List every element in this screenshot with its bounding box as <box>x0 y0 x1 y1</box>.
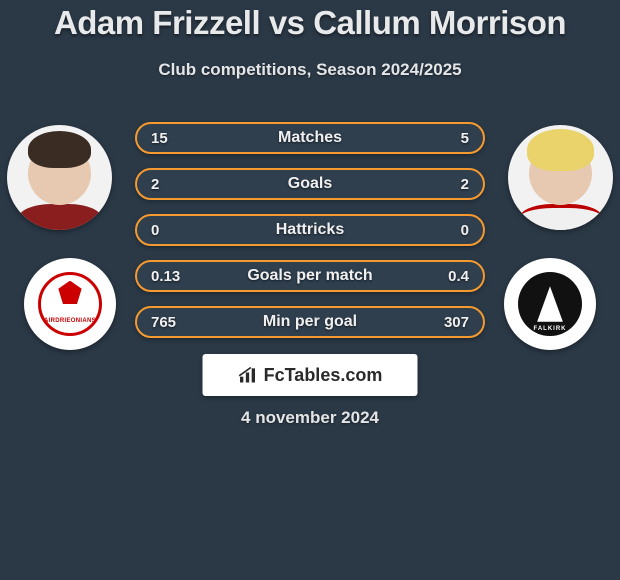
player-left-avatar <box>7 125 112 230</box>
club-right-name: FALKIRK <box>518 326 582 332</box>
stat-label: Matches <box>137 129 483 147</box>
stat-left-value: 15 <box>151 130 168 147</box>
stat-right-value: 2 <box>461 176 469 193</box>
stat-right-value: 0 <box>461 222 469 239</box>
stat-row: 15 Matches 5 <box>135 122 485 154</box>
brand-badge: FcTables.com <box>203 354 418 396</box>
stat-row: 765 Min per goal 307 <box>135 306 485 338</box>
stat-label: Goals <box>137 175 483 193</box>
stat-right-value: 5 <box>461 130 469 147</box>
club-left-name: AIRDRIEONIANS <box>41 318 99 324</box>
player-right-avatar <box>508 125 613 230</box>
chart-icon <box>238 365 258 385</box>
subtitle: Club competitions, Season 2024/2025 <box>0 60 620 80</box>
stat-row: 0.13 Goals per match 0.4 <box>135 260 485 292</box>
stat-label: Goals per match <box>137 267 483 285</box>
stat-label: Hattricks <box>137 221 483 239</box>
club-right-crest: FALKIRK <box>504 258 596 350</box>
stat-left-value: 765 <box>151 314 176 331</box>
stat-row: 2 Goals 2 <box>135 168 485 200</box>
date-text: 4 november 2024 <box>0 408 620 428</box>
stat-left-value: 2 <box>151 176 159 193</box>
page-title: Adam Frizzell vs Callum Morrison <box>0 0 620 42</box>
stat-left-value: 0 <box>151 222 159 239</box>
club-left-crest: AIRDRIEONIANS <box>24 258 116 350</box>
stat-right-value: 307 <box>444 314 469 331</box>
stats-list: 15 Matches 5 2 Goals 2 0 Hattricks 0 0.1… <box>135 122 485 352</box>
stat-label: Min per goal <box>137 313 483 331</box>
stat-right-value: 0.4 <box>448 268 469 285</box>
stat-row: 0 Hattricks 0 <box>135 214 485 246</box>
stat-left-value: 0.13 <box>151 268 180 285</box>
comparison-card: Adam Frizzell vs Callum Morrison Club co… <box>0 0 620 450</box>
brand-text: FcTables.com <box>264 365 383 386</box>
